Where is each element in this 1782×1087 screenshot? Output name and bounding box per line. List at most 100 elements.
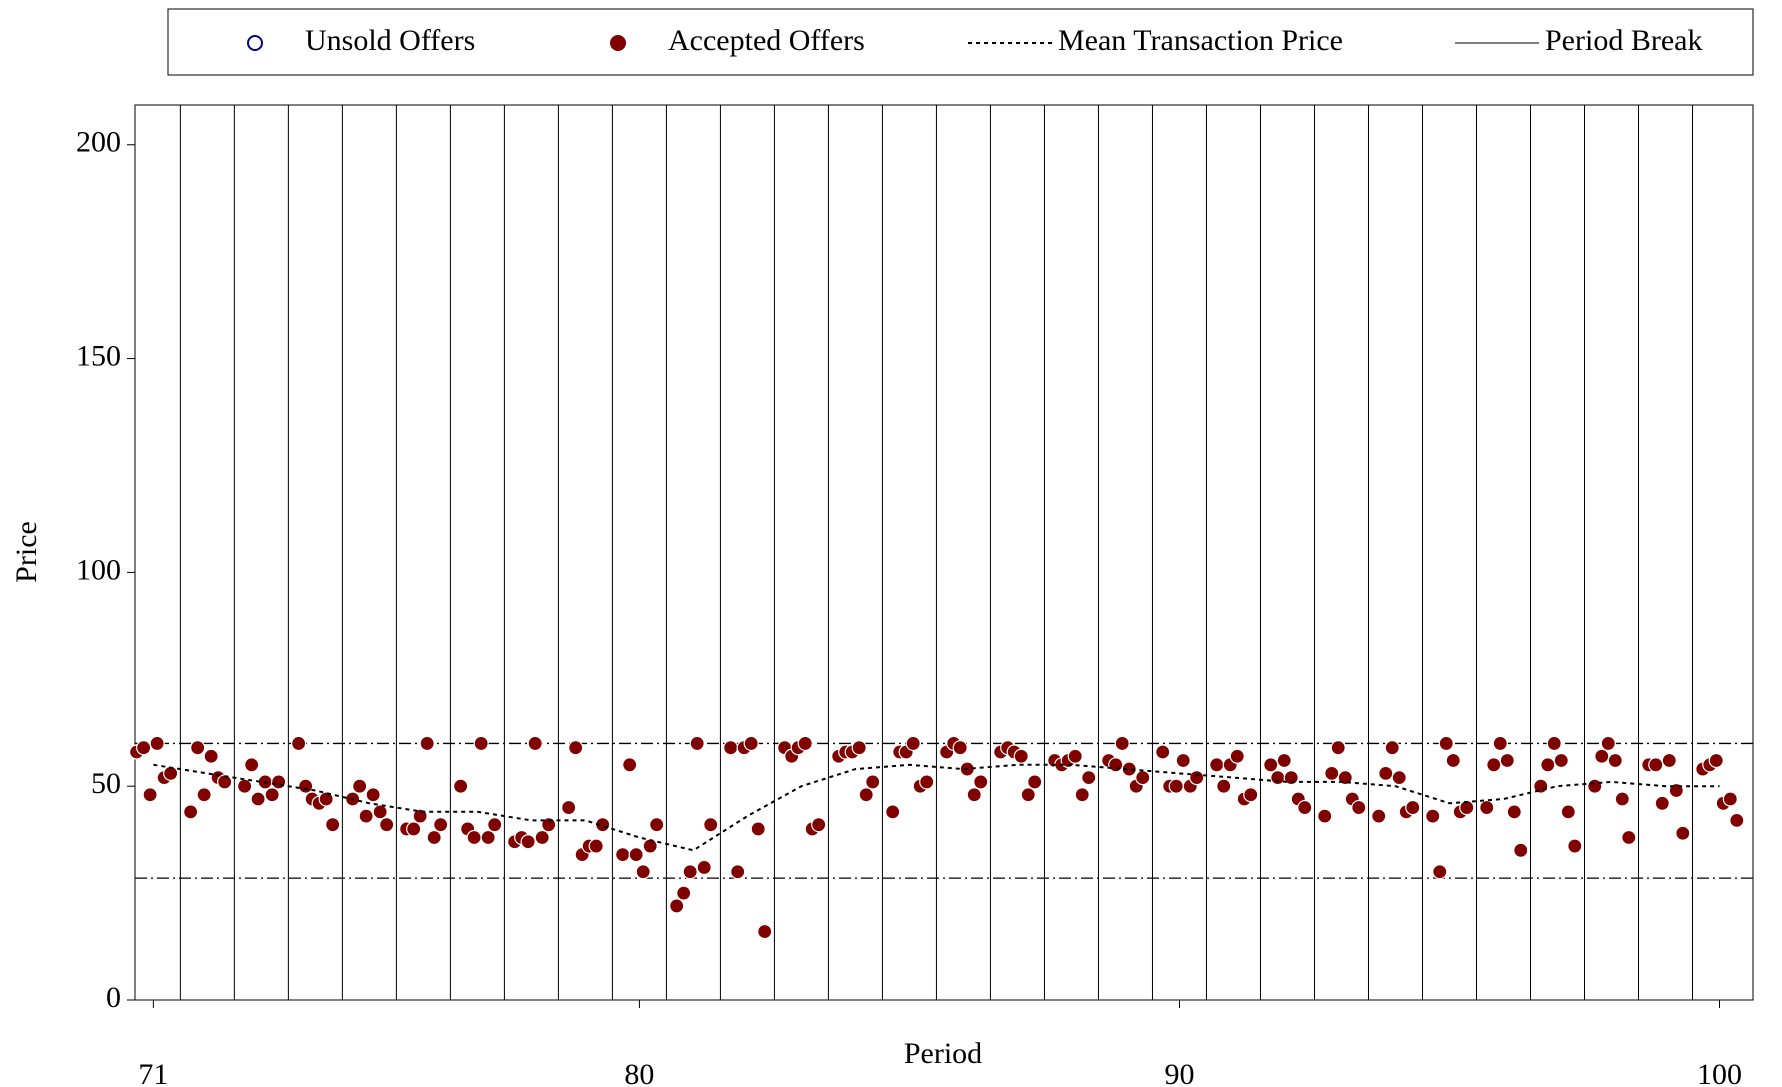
offer-point <box>433 817 449 833</box>
offer-point <box>1013 748 1029 764</box>
offer-point <box>1263 757 1279 773</box>
offer-point <box>1486 757 1502 773</box>
offer-point <box>1729 812 1745 829</box>
offer-point <box>595 817 611 833</box>
offer-point <box>1168 778 1184 794</box>
offer-point <box>642 838 658 854</box>
y-axis-label: Price <box>10 521 43 583</box>
plot-frame <box>134 104 1754 1001</box>
offer-point <box>568 740 584 756</box>
offer-point <box>190 740 206 756</box>
offer-point <box>1553 752 1569 769</box>
offer-point <box>1540 757 1556 773</box>
offer-point <box>1546 735 1562 752</box>
offer-point <box>743 735 759 752</box>
offer-point <box>676 885 692 901</box>
offer-point <box>365 787 381 803</box>
offer-point <box>1594 748 1610 764</box>
offer-point <box>534 829 550 846</box>
offer-point <box>480 829 496 846</box>
offer-point <box>1351 799 1367 816</box>
offer-point <box>682 864 698 880</box>
offer-point <box>851 740 867 756</box>
offer-point <box>1391 770 1407 786</box>
x-tick-label: 80 <box>624 1058 654 1087</box>
offer-point <box>1722 791 1738 807</box>
offer-point <box>649 817 665 833</box>
offer-point <box>1229 748 1245 764</box>
offer-point <box>406 821 422 837</box>
y-tick-label: 150 <box>76 339 121 372</box>
offer-point <box>1600 735 1616 752</box>
offer-point <box>865 774 881 790</box>
offer-point <box>527 735 543 752</box>
offer-point <box>952 740 968 756</box>
offer-point <box>966 787 982 803</box>
offer-point <box>1108 757 1124 773</box>
offer-point <box>520 834 536 850</box>
legend-box <box>167 8 1754 76</box>
offer-point <box>1614 791 1630 807</box>
offer-point <box>1270 770 1286 786</box>
offer-point <box>703 817 719 833</box>
offer-point <box>419 735 435 752</box>
x-tick-label: 90 <box>1164 1058 1194 1087</box>
offer-point <box>723 740 739 756</box>
offer-point <box>757 923 773 940</box>
offer-point <box>588 838 604 854</box>
offer-point <box>1661 752 1677 769</box>
offer-point <box>453 778 469 794</box>
offer-point <box>1330 740 1346 756</box>
offer-point <box>237 778 253 794</box>
offer-point <box>1175 752 1191 769</box>
offer-point <box>466 829 482 846</box>
offer-point <box>487 817 503 833</box>
offer-point <box>1378 765 1394 781</box>
offer-point <box>203 748 219 764</box>
offer-point <box>885 804 901 820</box>
offer-point <box>669 898 685 914</box>
legend-label: Accepted Offers <box>668 24 865 57</box>
offer-point <box>1648 757 1664 773</box>
offer-point <box>196 787 212 803</box>
offer-point <box>1027 774 1043 790</box>
offer-point <box>615 847 631 863</box>
offer-point <box>1445 752 1461 769</box>
offer-point <box>973 774 989 790</box>
offer-point <box>1243 787 1259 803</box>
offer-point <box>1479 799 1495 816</box>
legend-marker <box>247 35 263 51</box>
offer-point <box>730 864 746 880</box>
offer-point <box>1155 744 1171 760</box>
offer-point <box>1067 748 1083 764</box>
offer-point <box>163 765 179 781</box>
offer-point <box>628 847 644 863</box>
offer-point <box>298 778 314 794</box>
offer-point <box>1020 787 1036 803</box>
legend-label: Mean Transaction Price <box>1058 24 1343 57</box>
offer-point <box>1074 787 1090 803</box>
offer-point <box>250 791 266 807</box>
offer-point <box>352 778 368 794</box>
offer-point <box>149 735 165 752</box>
offer-point <box>1459 799 1475 816</box>
offer-point <box>1317 808 1333 824</box>
legend-label: Period Break <box>1545 24 1702 57</box>
legend-marker <box>610 35 626 51</box>
y-tick-label: 50 <box>91 767 121 800</box>
offer-point <box>1513 842 1529 858</box>
offer-point <box>1432 864 1448 880</box>
offer-point <box>1324 765 1340 781</box>
offer-point <box>1425 808 1441 824</box>
offer-point <box>244 757 260 773</box>
offer-point <box>271 774 287 790</box>
offer-point <box>473 735 489 752</box>
offer-point <box>426 829 442 846</box>
offer-point <box>1297 799 1313 816</box>
offer-point <box>1405 799 1421 816</box>
offer-point <box>858 787 874 803</box>
offer-point <box>561 799 577 816</box>
offer-point <box>1114 735 1130 752</box>
offer-point <box>1607 752 1623 769</box>
